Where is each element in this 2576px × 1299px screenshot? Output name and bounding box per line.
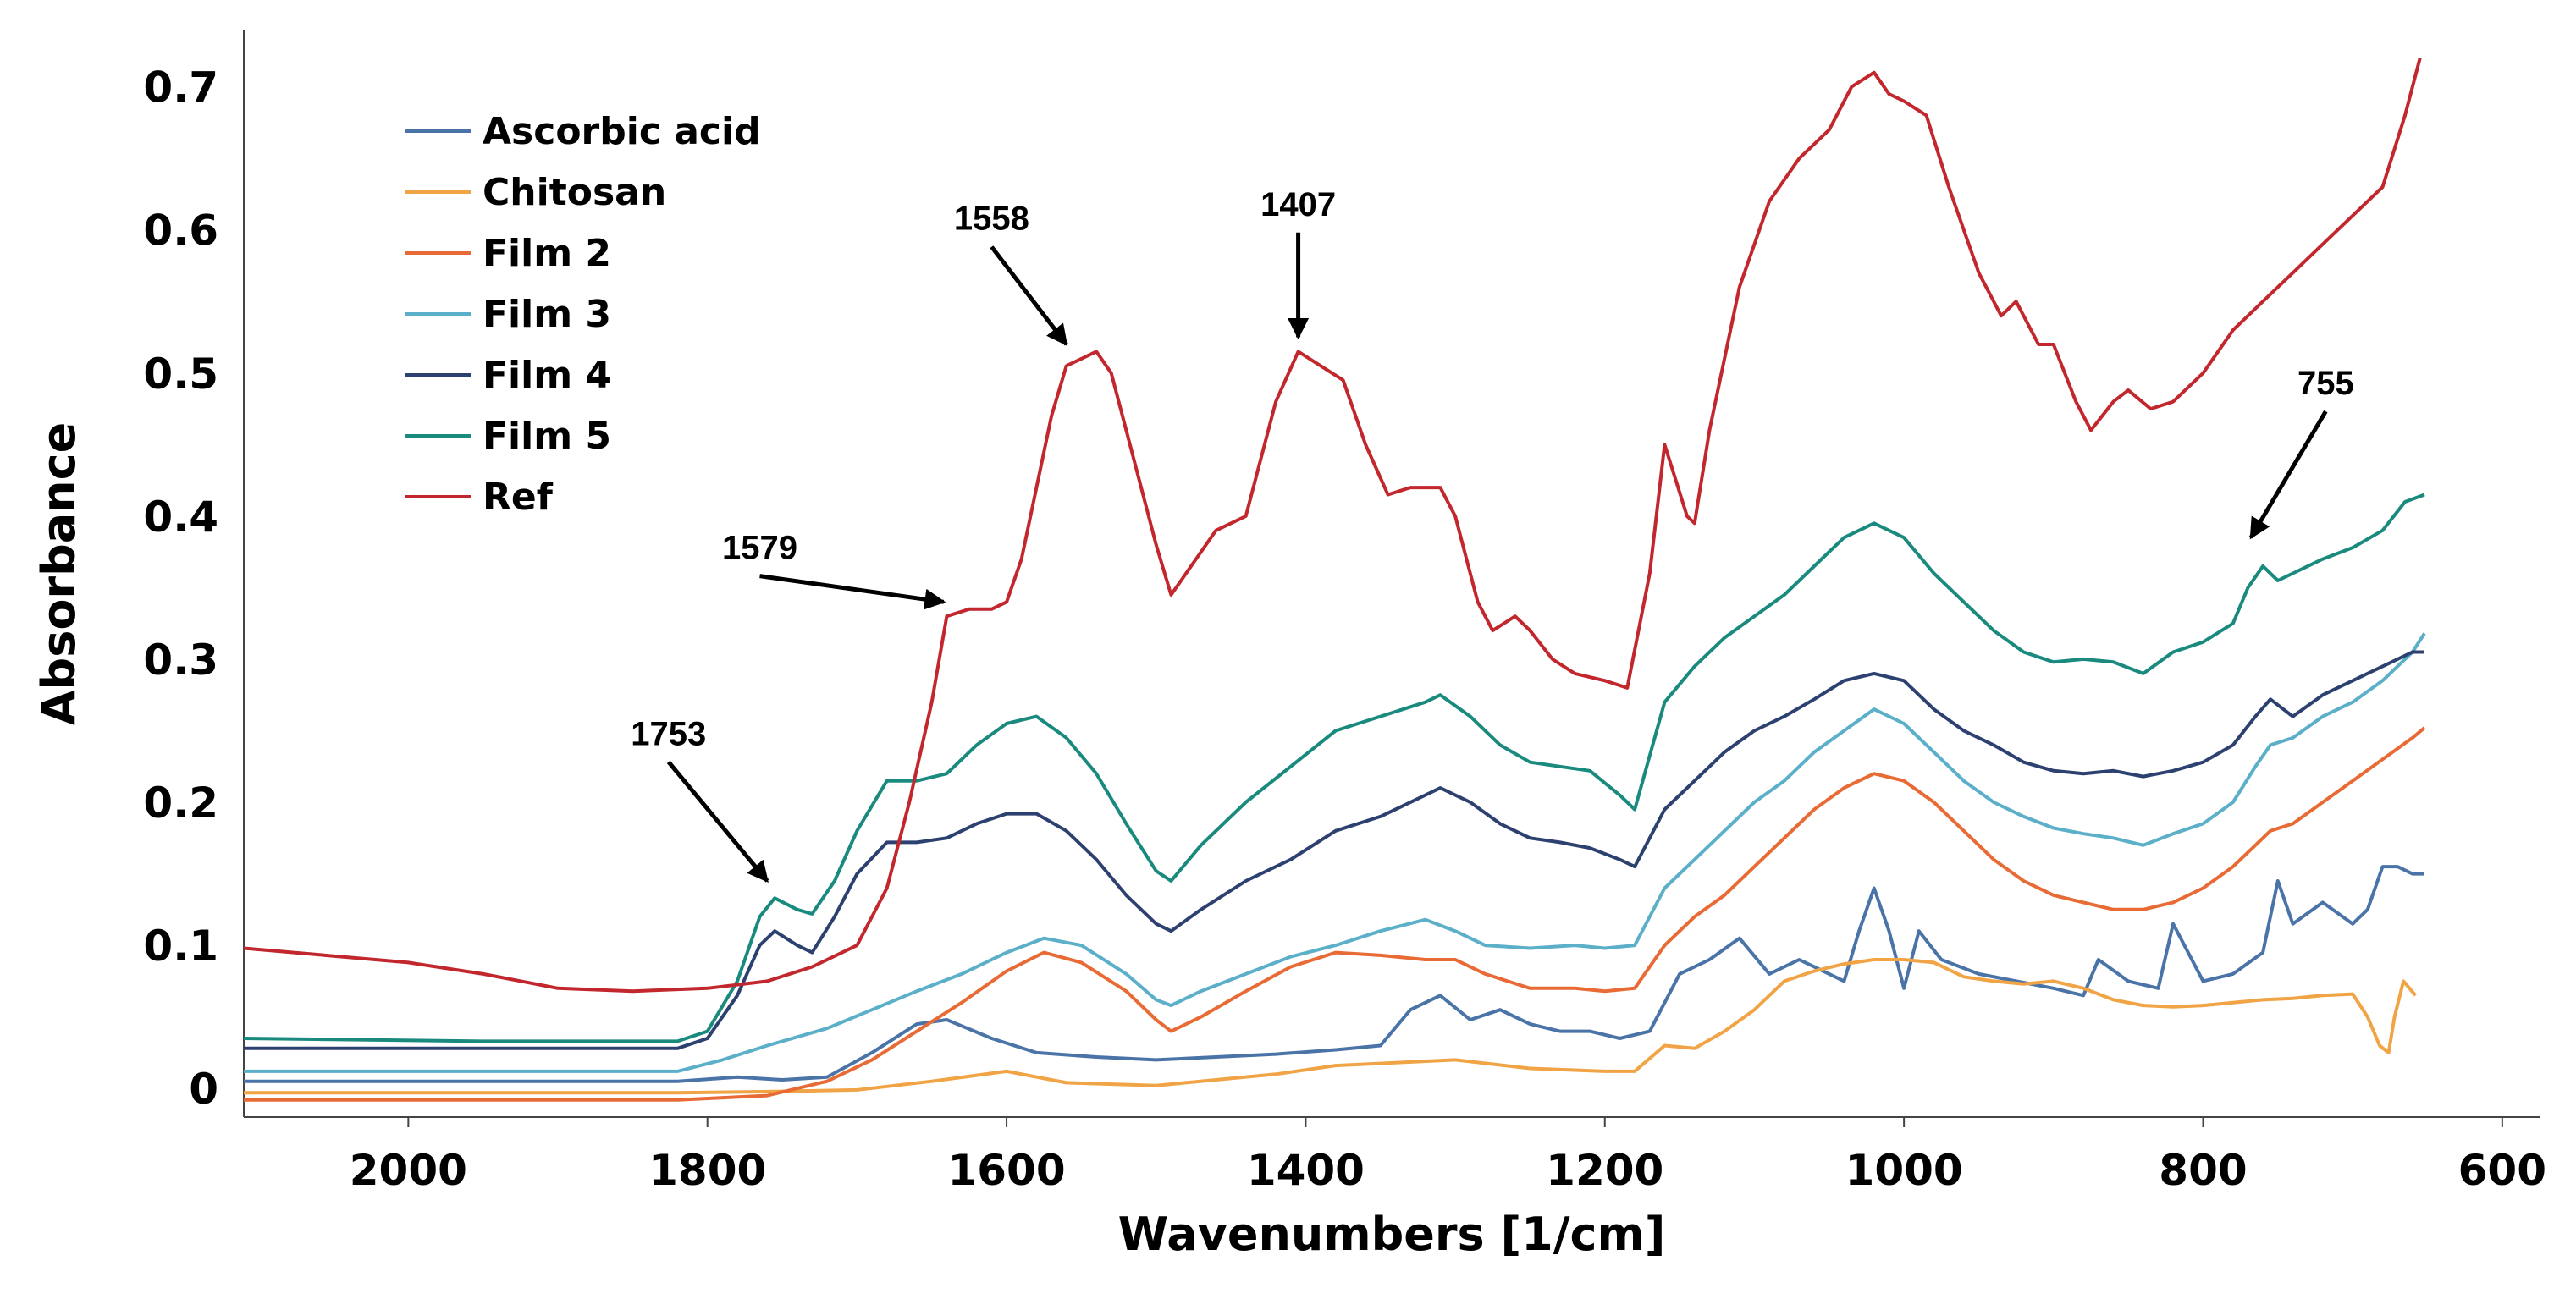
legend: Ascorbic acid Chitosan Film 2 Film 3 Film 4 F… — [405, 110, 761, 519]
y-tick-label: 0 — [189, 1065, 218, 1114]
series-line-film-4 — [244, 650, 2424, 1050]
annotation-arrow — [666, 760, 769, 883]
legend-item: Film 3 — [405, 293, 611, 336]
x-tick-label: 1000 — [1845, 1146, 1963, 1195]
annotation-label: 1407 — [1260, 186, 1336, 223]
series-layer — [243, 58, 2426, 1102]
x-tick-label: 1800 — [648, 1146, 766, 1195]
legend-label: Ascorbic acid — [483, 110, 761, 153]
series-line-film-3 — [244, 632, 2426, 1073]
legend-item: Film 2 — [405, 232, 611, 275]
annotation-1753: 1753 — [631, 715, 769, 883]
annotation-arrow — [990, 245, 1068, 346]
x-tick-label: 600 — [2458, 1146, 2546, 1195]
annotation-label: 1753 — [631, 715, 706, 752]
legend-label: Film 4 — [483, 354, 611, 397]
y-tick-label: 0.7 — [143, 63, 218, 113]
legend-item: Film 5 — [405, 415, 611, 458]
y-tick-label: 0.6 — [143, 206, 218, 256]
annotation-arrow — [759, 574, 946, 610]
x-axis-label: Wavenumbers [1/cm] — [1118, 1208, 1666, 1261]
y-axis-ticks: 0 0.1 0.2 0.3 0.4 0.5 0.6 0.7 — [143, 63, 218, 1115]
annotation-label: 1558 — [954, 201, 1029, 238]
annotation-755: 755 — [2248, 365, 2354, 540]
x-axis-ticks: 2000 1800 1600 1400 1200 1000 800 600 — [350, 1117, 2546, 1195]
series-line-film-5 — [243, 493, 2425, 1043]
series-line-ascorbic-acid — [244, 865, 2424, 1083]
annotation-label: 755 — [2297, 365, 2354, 402]
legend-label: Film 3 — [483, 293, 611, 336]
annotation-1407: 1407 — [1260, 186, 1336, 340]
series-line-ref — [243, 58, 2422, 994]
y-tick-label: 0.2 — [143, 779, 218, 828]
annotation-arrow — [2248, 410, 2328, 540]
plot-area: 2000 1800 1600 1400 1200 1000 800 600 0 0.1 0.2 0.… — [143, 30, 2546, 1195]
legend-item: Chitosan — [405, 171, 666, 214]
legend-item: Ref — [405, 476, 554, 519]
annotation-1558: 1558 — [954, 201, 1068, 346]
y-tick-label: 0.3 — [143, 636, 218, 685]
legend-label: Film 5 — [483, 415, 611, 458]
y-axis-label: Absorbance — [32, 422, 85, 726]
y-tick-label: 0.1 — [143, 922, 218, 971]
legend-label: Ref — [483, 476, 554, 519]
x-tick-label: 800 — [2159, 1146, 2247, 1195]
legend-item: Ascorbic acid — [405, 110, 761, 153]
legend-item: Film 4 — [405, 354, 611, 397]
y-tick-label: 0.5 — [143, 350, 218, 399]
x-tick-label: 1400 — [1247, 1146, 1365, 1195]
series-line-chitosan — [244, 958, 2417, 1095]
legend-label: Chitosan — [483, 171, 666, 214]
x-tick-label: 2000 — [350, 1146, 467, 1195]
x-tick-label: 1200 — [1546, 1146, 1663, 1195]
annotation-1579: 1579 — [722, 530, 946, 610]
legend-label: Film 2 — [483, 232, 611, 275]
y-tick-label: 0.4 — [143, 493, 218, 542]
annotation-label: 1579 — [722, 530, 797, 567]
annotations: 1753 1579 1558 1407 755 — [631, 186, 2354, 883]
x-tick-label: 1600 — [947, 1146, 1065, 1195]
series-line-film-2 — [244, 726, 2426, 1102]
